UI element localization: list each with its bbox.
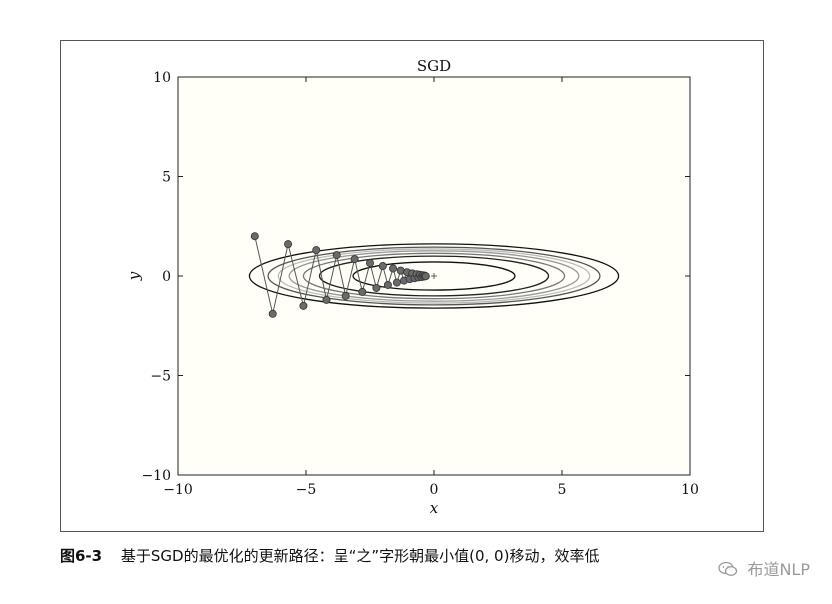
y-tick-label: 0 [162, 269, 171, 285]
contour-line [352, 261, 516, 291]
y-axis-label: y [125, 271, 143, 281]
sgd-point [358, 287, 367, 296]
sgd-point [332, 251, 341, 260]
sgd-point [350, 255, 359, 264]
sgd-point [299, 301, 308, 310]
y-tick-label: −5 [150, 369, 171, 385]
contour-line [288, 250, 580, 302]
sgd-point [378, 262, 387, 271]
x-tick-label: 0 [430, 482, 439, 498]
contour-line [302, 252, 566, 300]
sgd-point [421, 272, 430, 281]
y-tick-label: 10 [153, 70, 171, 86]
axis-ticks: −10 −5 0 5 10 −10 −5 0 5 10 [141, 70, 698, 498]
sgd-point [250, 232, 259, 241]
contour-lines [248, 243, 620, 309]
watermark-text: 布道NLP [747, 560, 810, 579]
sgd-point [312, 246, 321, 255]
sgd-point [392, 278, 401, 287]
y-tick-label: −10 [141, 468, 171, 484]
contour-line [248, 243, 620, 309]
figure-number: 图6-3 [60, 547, 103, 565]
sgd-point [284, 240, 293, 249]
x-tick-label: 5 [558, 482, 567, 498]
sgd-point [389, 264, 398, 273]
contour-line [277, 248, 591, 304]
sgd-point [383, 280, 392, 289]
chart-title: SGD [417, 57, 451, 75]
sgd-point [341, 291, 350, 300]
sgd-point [365, 259, 374, 268]
x-axis-label: x [430, 499, 439, 517]
watermark: 布道NLP [718, 556, 810, 580]
contour-line [267, 246, 601, 306]
x-tick-label: −5 [296, 482, 317, 498]
minimum-marker [431, 273, 437, 279]
x-tick-label: 10 [681, 482, 699, 498]
sgd-point [268, 309, 277, 318]
sgd-point [322, 295, 331, 304]
sgd-path [250, 232, 430, 318]
figure-caption: 图6-3 基于SGD的最优化的更新路径：呈“之”字形朝最小值(0, 0)移动，效… [60, 545, 599, 566]
x-tick-label: −10 [163, 482, 193, 498]
sgd-chart: −10 −5 0 5 10 −10 −5 0 5 10 SGD x y [125, 57, 699, 517]
wechat-icon [718, 561, 738, 576]
contour-line [318, 255, 550, 297]
y-tick-label: 5 [162, 170, 171, 186]
figure-frame: −10 −5 0 5 10 −10 −5 0 5 10 SGD x y [60, 40, 764, 532]
sgd-point [372, 283, 381, 292]
caption-text: 基于SGD的最优化的更新路径：呈“之”字形朝最小值(0, 0)移动，效率低 [120, 547, 600, 565]
